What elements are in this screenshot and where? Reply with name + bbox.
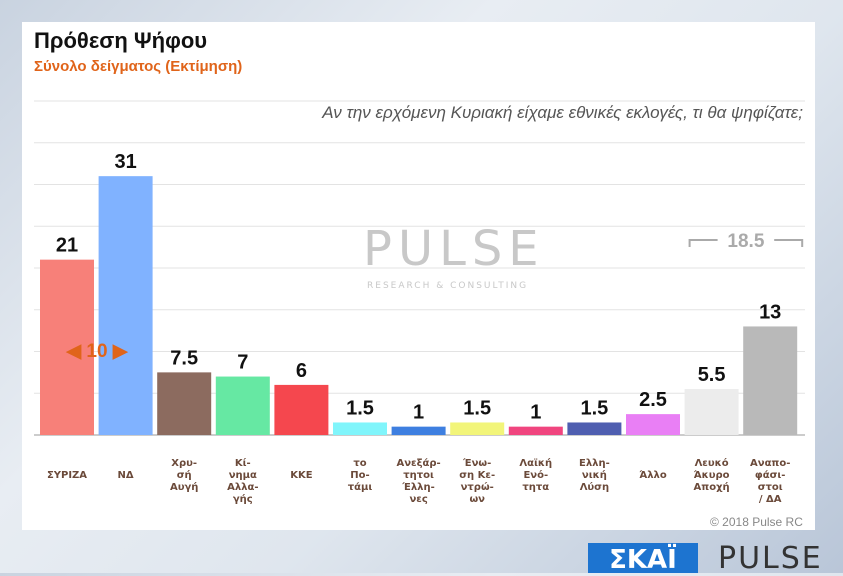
- bar: [567, 422, 622, 435]
- category-label: Χρυ-σή Αυγή: [170, 458, 198, 493]
- bar: [450, 422, 505, 435]
- data-label: 7.5: [170, 347, 198, 369]
- bar: [98, 176, 153, 435]
- survey-question: Αν την ερχόμενη Κυριακή είχαμε εθνικές ε…: [322, 103, 803, 122]
- bar: [215, 376, 270, 435]
- data-label: 2.5: [639, 389, 667, 411]
- chart-title: Πρόθεση Ψήφου: [34, 28, 208, 53]
- bar: [157, 372, 212, 435]
- bar: [508, 426, 563, 435]
- data-label: 5.5: [698, 364, 726, 386]
- bar: [333, 422, 387, 435]
- chart-subtitle: Σύνολο δείγματος (Εκτίμηση): [34, 58, 243, 75]
- data-label: 7: [237, 352, 248, 374]
- category-label: Αναπο-φάσι-στοι / ΔΑ: [750, 458, 790, 505]
- category-label: ΝΔ: [118, 470, 134, 481]
- data-label: 21: [56, 235, 78, 257]
- category-label: Ελλη-νική Λύση: [579, 458, 610, 493]
- chart-card: [22, 22, 815, 530]
- data-label: 1: [413, 402, 424, 424]
- bar: [626, 414, 680, 435]
- bar: [40, 259, 94, 435]
- bar: [684, 389, 739, 435]
- sum-annotation: 18.5: [727, 231, 764, 252]
- pulse-logo: PULSE: [718, 541, 823, 576]
- category-label: ΚΚΕ: [290, 470, 312, 481]
- category-label: Ανεξάρ-τητοι Έλλη-νες: [396, 457, 440, 505]
- category-label: Λευκό Άκυρο Αποχή: [694, 457, 730, 493]
- bar: [743, 326, 798, 435]
- data-label: 13: [759, 301, 781, 323]
- data-label: 1.5: [346, 397, 374, 419]
- skai-logo: ΣΚΑΪ: [588, 543, 698, 573]
- watermark-tagline: RESEARCH & CONSULTING: [367, 281, 529, 291]
- copyright: © 2018 Pulse RC: [710, 515, 803, 529]
- category-label: Άλλο: [639, 469, 667, 481]
- category-label: Κί-νημα Αλλα-γής: [227, 457, 258, 505]
- data-label: 31: [114, 151, 136, 173]
- gap-annotation: ◀ 10 ▶: [66, 341, 129, 362]
- bracket-line: [688, 239, 804, 247]
- data-label: 1.5: [580, 397, 608, 419]
- category-label: Ένω-ση Κε-ντρώ-ων: [459, 457, 495, 505]
- data-label: 6: [296, 360, 307, 382]
- data-label: 1.5: [463, 397, 491, 419]
- bar: [274, 384, 329, 435]
- category-label: το Πο-τάμι: [348, 458, 373, 493]
- data-label: 1: [530, 402, 541, 424]
- category-label: ΣΥΡΙΖΑ: [47, 470, 87, 481]
- category-label: Λαϊκή Ενό-τητα: [519, 457, 552, 493]
- bar: [391, 426, 446, 435]
